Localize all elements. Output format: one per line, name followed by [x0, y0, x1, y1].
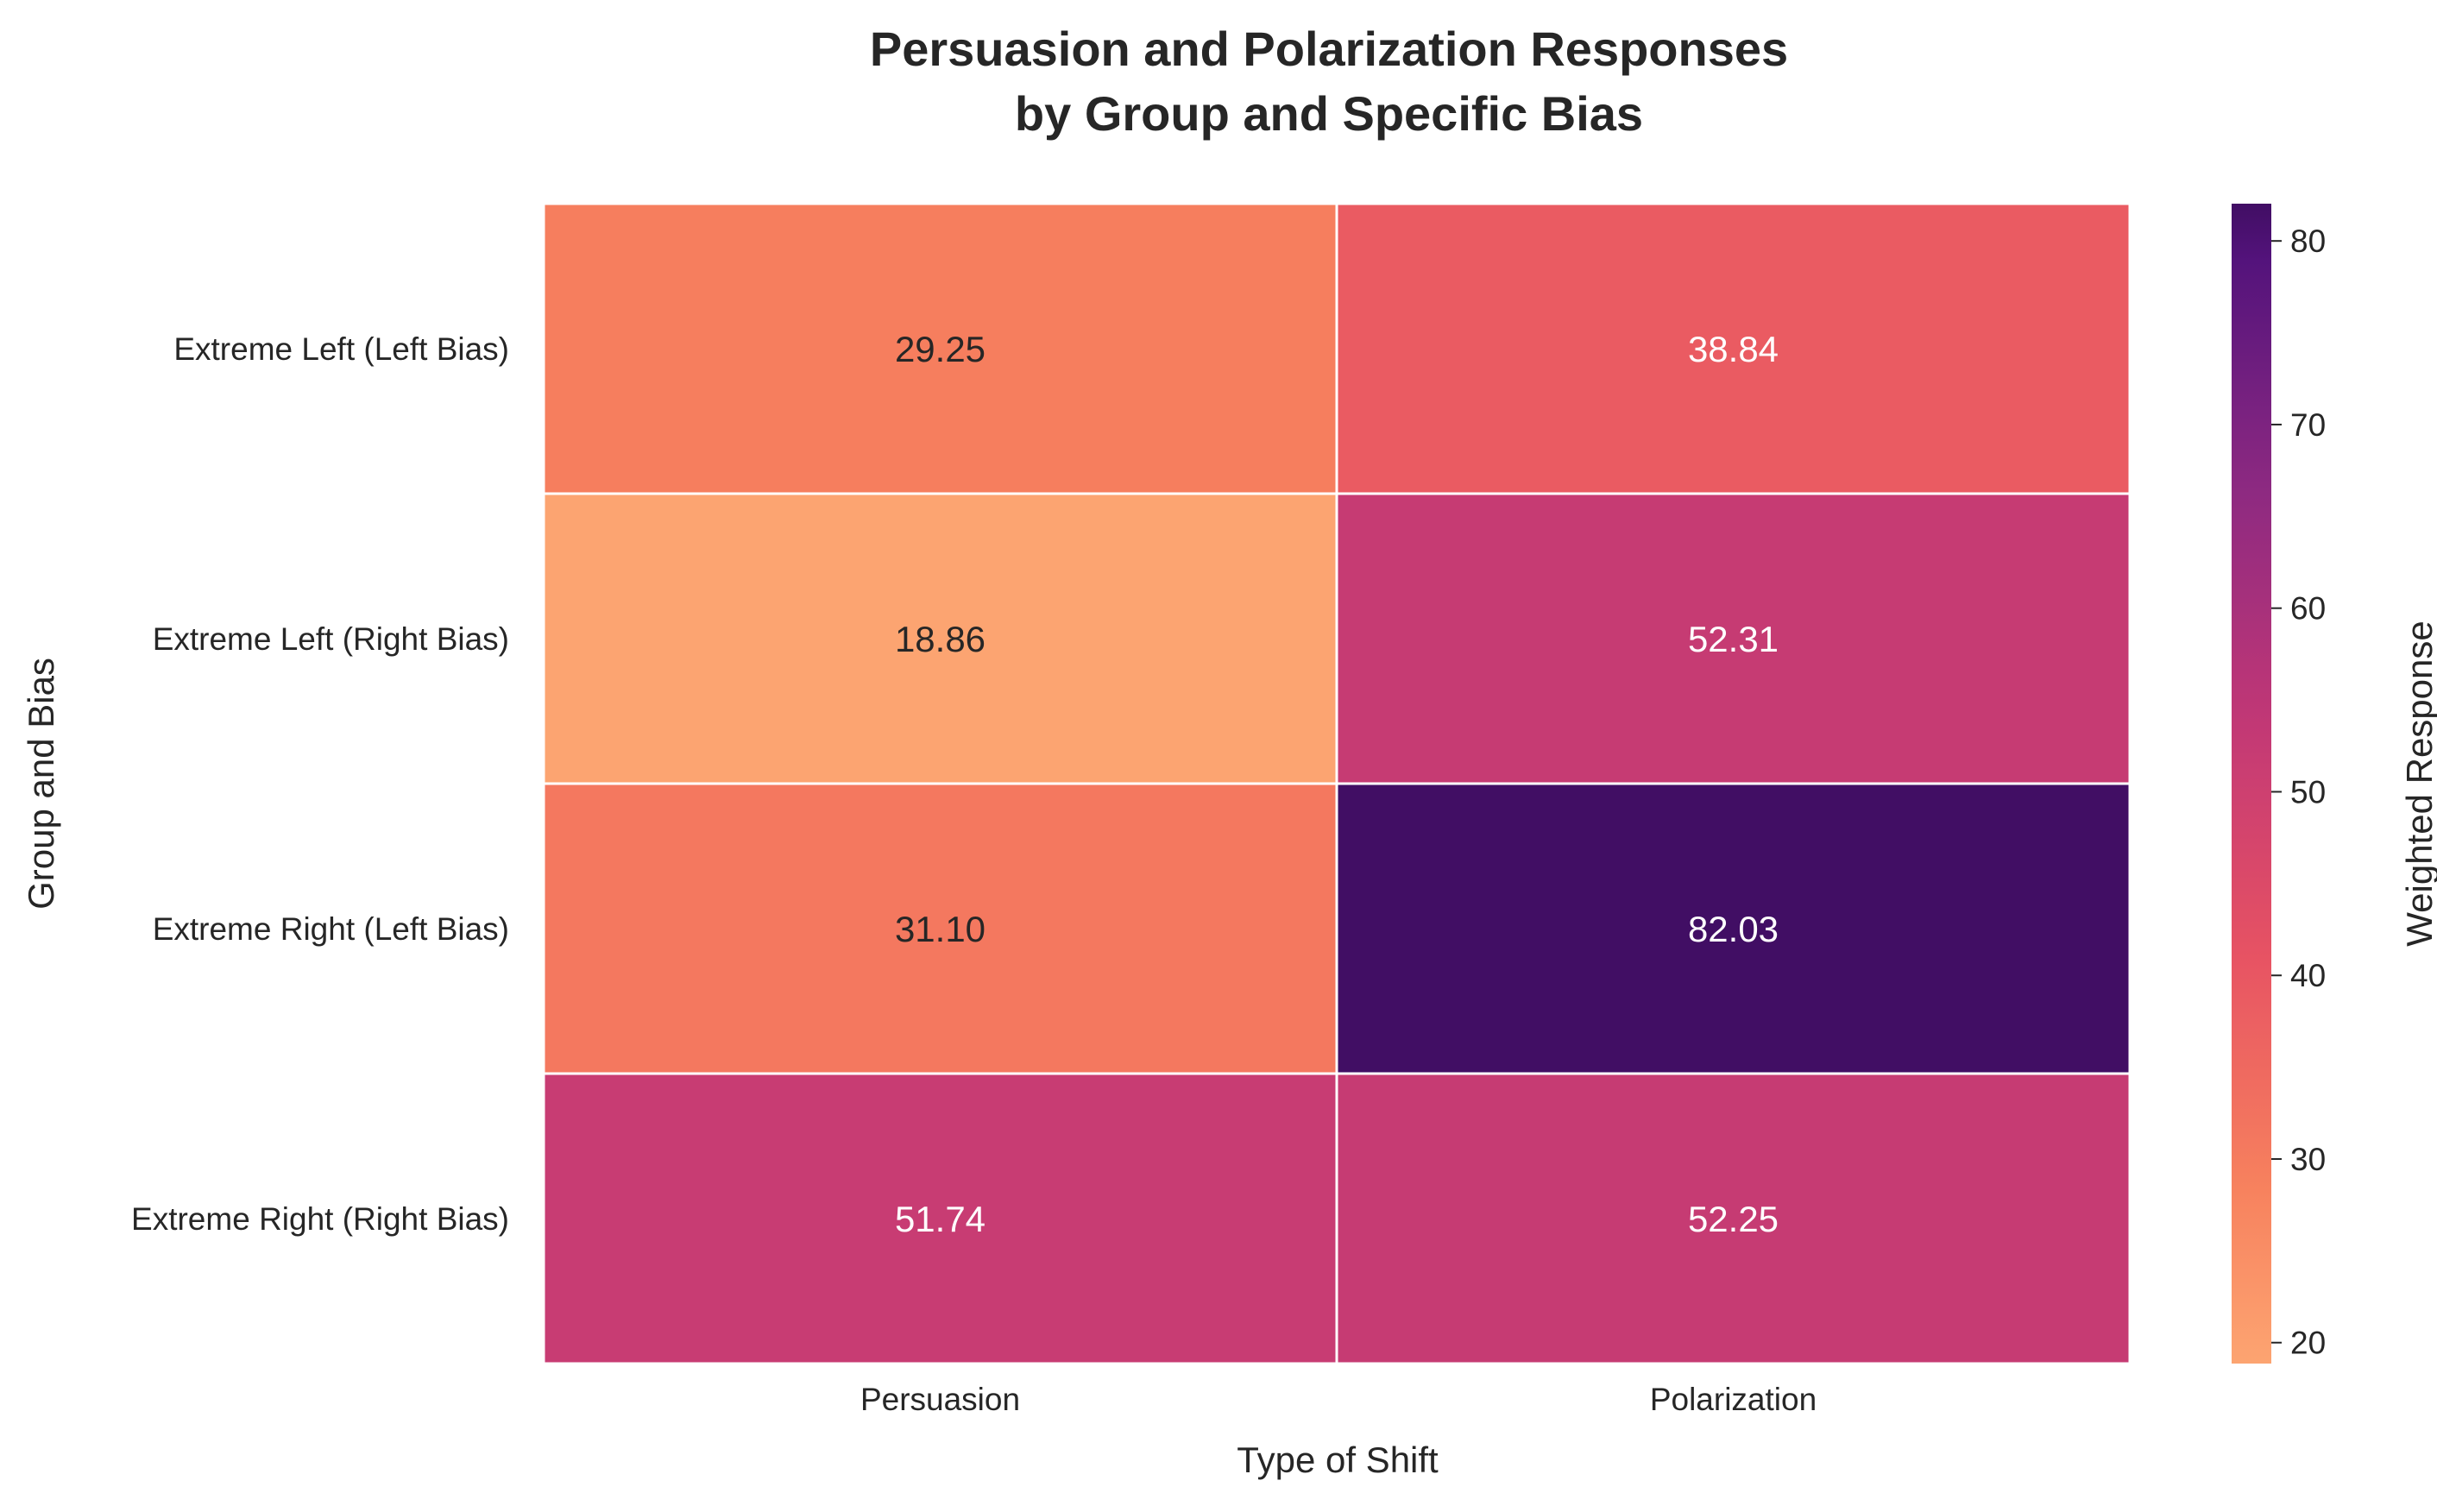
- chart-title-line-1: Persuasion and Polarization Responses: [870, 22, 1788, 76]
- heatmap-cell: [1335, 492, 2132, 785]
- chart-title-line-2: by Group and Specific Bias: [1015, 86, 1643, 141]
- colorbar-ticks: 20 30 40 50 60 70 80: [2271, 224, 2326, 1361]
- heatmap-cell: [542, 492, 1338, 785]
- colorbar-label: Weighted Response: [2399, 621, 2437, 946]
- heatmap-cell-value: 29.25: [895, 329, 986, 369]
- heatmap-cell-value: 52.25: [1688, 1199, 1779, 1239]
- heatmap-cell: [1335, 1072, 2132, 1365]
- heatmap-cell-labels: 29.25 38.84 18.86 52.31 31.10 82.03 51.74 52.25: [895, 329, 1779, 1239]
- colorbar-tick-label: 20: [2290, 1326, 2326, 1361]
- x-tick-labels: Persuasion Polarization: [860, 1382, 1817, 1417]
- x-axis-label: Type of Shift: [1237, 1440, 1439, 1480]
- colorbar-tick-label: 80: [2290, 224, 2326, 259]
- y-tick-label: Extreme Right (Right Bias): [131, 1201, 509, 1237]
- y-axis-label: Group and Bias: [21, 658, 61, 910]
- colorbar-tick-label: 70: [2290, 407, 2326, 443]
- heatmap-cell: [542, 782, 1338, 1075]
- heatmap-cell-value: 38.84: [1688, 329, 1779, 369]
- heatmap-cell: [542, 1072, 1338, 1365]
- heatmap-cell: [542, 202, 1338, 495]
- heatmap-cell-value: 18.86: [895, 619, 986, 659]
- heatmap-cell: [1335, 782, 2132, 1075]
- heatmap-cell-value: 51.74: [895, 1199, 986, 1239]
- colorbar: [2232, 204, 2271, 1364]
- y-tick-label: Extreme Right (Left Bias): [153, 911, 509, 947]
- y-tick-label: Extreme Left (Left Bias): [173, 331, 509, 367]
- colorbar-tick-label: 50: [2290, 774, 2326, 810]
- y-tick-labels: Extreme Left (Left Bias) Extreme Left (Ri…: [131, 331, 509, 1237]
- heatmap-cells: [542, 202, 2132, 1365]
- heatmap-cell-value: 31.10: [895, 909, 986, 949]
- colorbar-tick-label: 40: [2290, 958, 2326, 993]
- heatmap-cell: [1335, 202, 2132, 495]
- heatmap-cell-value: 52.31: [1688, 619, 1779, 659]
- colorbar-tick-label: 30: [2290, 1142, 2326, 1177]
- y-tick-label: Extreme Left (Right Bias): [153, 621, 509, 657]
- x-tick-label: Persuasion: [860, 1382, 1020, 1417]
- x-tick-label: Polarization: [1650, 1382, 1817, 1417]
- heatmap-cell-value: 82.03: [1688, 909, 1779, 949]
- colorbar-tick-label: 60: [2290, 591, 2326, 627]
